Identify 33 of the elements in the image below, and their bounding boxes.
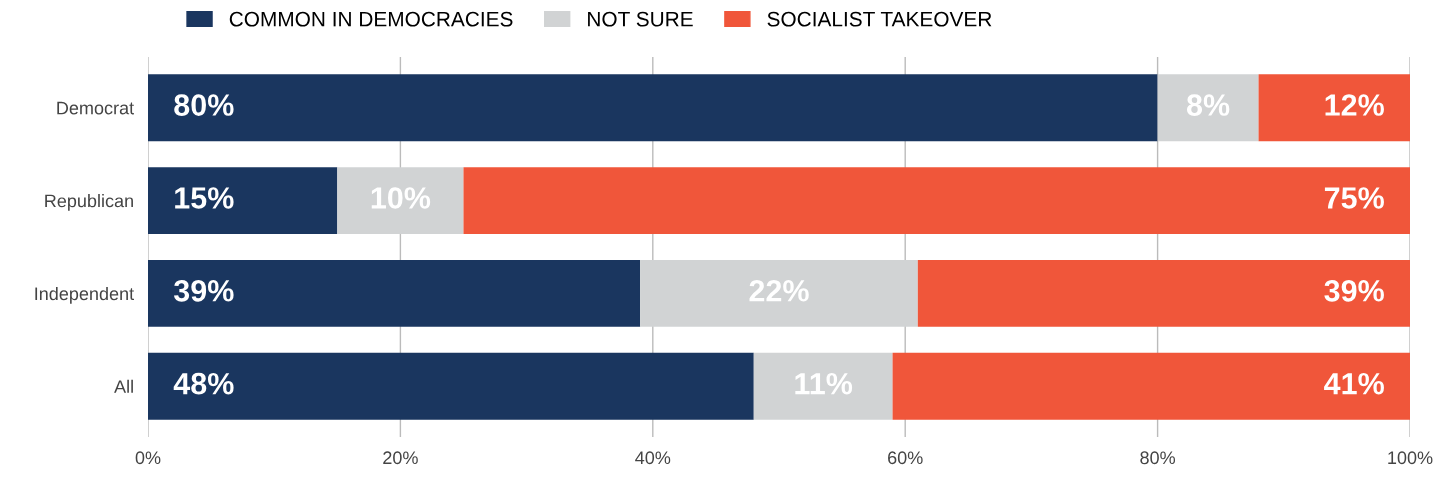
bar — [1157, 74, 1259, 142]
bar — [337, 167, 464, 234]
bar — [148, 167, 338, 234]
x-tick-label: 60% — [888, 451, 923, 465]
data-label: 39% — [1324, 280, 1384, 302]
bar — [917, 260, 1410, 327]
data-label: 48% — [173, 372, 234, 395]
bar — [892, 352, 1410, 420]
bar — [640, 260, 918, 327]
x-tick-label: 0% — [135, 451, 161, 465]
bar — [148, 260, 641, 327]
data-label: 15% — [175, 187, 234, 209]
bar — [463, 167, 1410, 234]
bar — [148, 74, 1158, 142]
data-label: 41% — [1324, 372, 1384, 395]
data-label: 12% — [1325, 94, 1384, 116]
legend-label: COMMON IN DEMOCRACIES — [229, 11, 513, 27]
bar — [1258, 74, 1410, 142]
x-tick-label: 80% — [1140, 451, 1176, 465]
y-tick-label: Independent — [35, 286, 134, 304]
bar — [753, 352, 893, 420]
y-tick-label: All — [114, 379, 133, 393]
y-tick-label: Republican — [45, 194, 133, 211]
legend-label: NOT SURE — [588, 11, 693, 27]
legend-label: SOCIALIST TAKEOVER — [767, 11, 992, 27]
data-label: 39% — [173, 280, 234, 302]
x-tick-label: 20% — [383, 451, 418, 465]
data-label: 75% — [1324, 187, 1384, 209]
bar — [148, 352, 754, 420]
x-tick-label: 100% — [1388, 451, 1433, 465]
y-tick-label: Democrat — [57, 101, 134, 115]
data-label: 80% — [174, 94, 234, 116]
x-tick-label: 40% — [635, 451, 671, 465]
